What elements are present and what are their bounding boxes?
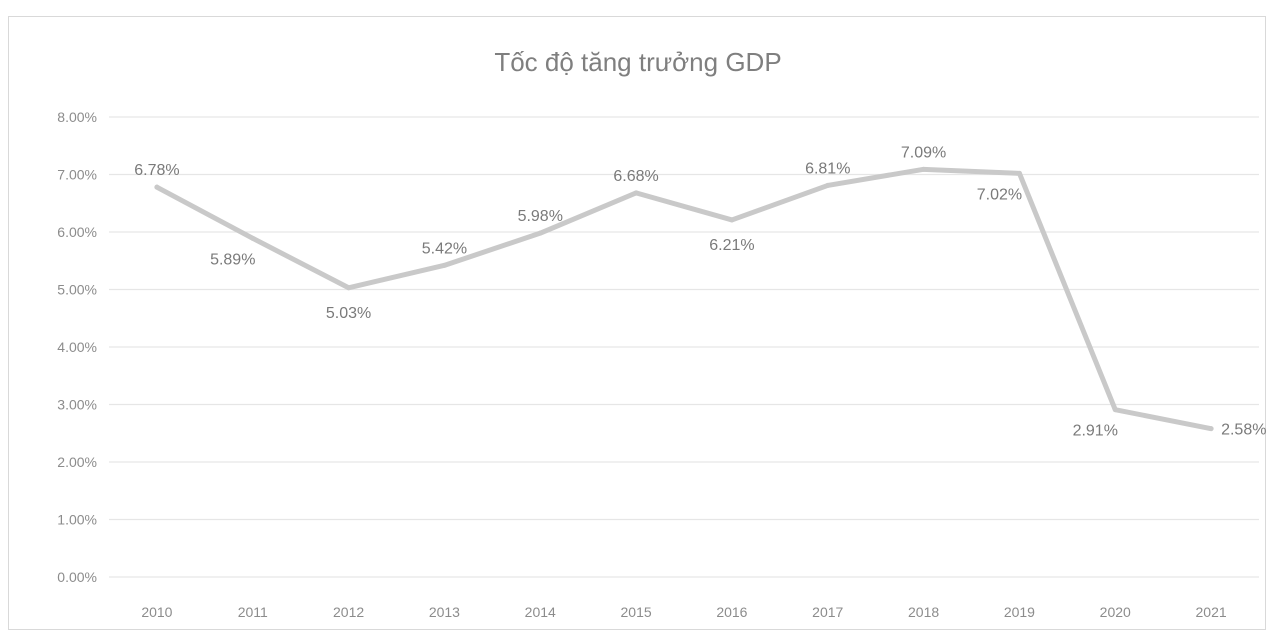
- x-tick-label: 2021: [1196, 604, 1227, 620]
- data-point: [1016, 170, 1022, 176]
- data-point: [633, 190, 639, 196]
- data-label: 5.42%: [422, 240, 467, 257]
- data-label: 6.21%: [709, 237, 754, 254]
- data-label: 5.89%: [210, 251, 255, 268]
- data-point: [825, 182, 831, 188]
- y-tick-label: 2.00%: [57, 454, 97, 470]
- x-axis-ticks: 2010 2011 2012 2013 2014 2015 2016 2017 2018 2019…: [141, 604, 1227, 620]
- gridlines: [109, 116, 1259, 578]
- data-labels: 6.78% 5.89% 5.03% 5.42% 5.98% 6.68% 6.21% 6.81%…: [134, 144, 1266, 439]
- x-tick-label: 2014: [525, 604, 556, 620]
- y-tick-label: 8.00%: [57, 109, 97, 125]
- y-axis-ticks: 0.00% 1.00% 2.00% 3.00% 4.00% 5.00% 6.00% 7.00%…: [57, 109, 97, 585]
- x-tick-label: 2012: [333, 604, 364, 620]
- line-chart: Tốc độ tăng trưởng GDP 0.00% 1.00% 2.00% 3.…: [57, 47, 1266, 620]
- x-tick-label: 2013: [429, 604, 460, 620]
- y-tick-label: 5.00%: [57, 282, 97, 298]
- chart-area: Tốc độ tăng trưởng GDP 0.00% 1.00% 2.00% 3.…: [8, 16, 1266, 630]
- data-label: 7.02%: [977, 186, 1022, 203]
- data-point: [154, 184, 160, 190]
- x-tick-label: 2015: [621, 604, 652, 620]
- data-label: 7.09%: [901, 144, 946, 161]
- data-label: 2.58%: [1221, 422, 1266, 439]
- x-tick-label: 2020: [1100, 604, 1131, 620]
- x-tick-label: 2011: [238, 604, 268, 620]
- data-point: [537, 230, 543, 236]
- data-point: [1208, 426, 1214, 432]
- series-line: [154, 166, 1214, 432]
- series-layer: [154, 166, 1214, 432]
- data-label: 2.91%: [1073, 423, 1118, 440]
- data-label: 5.98%: [518, 208, 563, 225]
- data-label: 6.81%: [805, 160, 850, 177]
- data-point: [250, 235, 256, 241]
- x-tick-label: 2019: [1004, 604, 1035, 620]
- x-tick-label: 2017: [812, 604, 843, 620]
- data-point: [729, 217, 735, 223]
- data-label: 6.68%: [613, 168, 658, 185]
- x-tick-label: 2018: [908, 604, 939, 620]
- y-tick-label: 3.00%: [57, 397, 97, 413]
- chart-title: Tốc độ tăng trưởng GDP: [494, 47, 781, 77]
- y-tick-label: 0.00%: [57, 569, 97, 585]
- y-tick-label: 4.00%: [57, 339, 97, 355]
- x-tick-label: 2010: [141, 604, 172, 620]
- y-tick-label: 7.00%: [57, 167, 97, 183]
- data-point: [1112, 407, 1118, 413]
- data-label: 6.78%: [134, 162, 179, 179]
- data-label: 5.03%: [326, 305, 371, 322]
- y-tick-label: 1.00%: [57, 512, 97, 528]
- data-point: [921, 166, 927, 172]
- data-point: [441, 262, 447, 268]
- x-tick-label: 2016: [716, 604, 747, 620]
- data-point: [346, 285, 352, 291]
- y-tick-label: 6.00%: [57, 224, 97, 240]
